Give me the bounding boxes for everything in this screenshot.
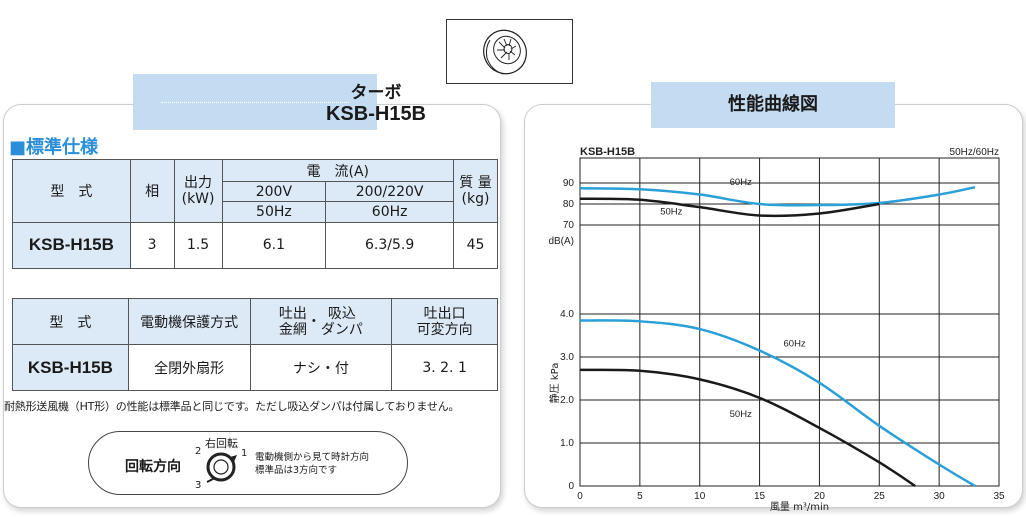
header-phase: 相 [129,159,175,223]
x-tick-label: 20 [814,491,826,502]
ht-note: 耐熱形送風機（HT形）の性能は標準品と同じです。ただし吸込ダンパは付属しておりま… [4,400,460,413]
noise-tick-label: 80 [563,199,575,210]
cell-protection: 全閉外扇形 [127,344,251,391]
x-tick-label: 0 [577,491,583,502]
performance-panel [524,104,1023,508]
pressure-tick-label: 3.0 [560,352,574,363]
noise-series-50hz [579,197,880,218]
noise-tick-label: 70 [563,220,575,231]
header-model-2: 型 式 [12,298,129,345]
cell-direction: 3. 2. 1 [391,344,498,391]
product-model: KSB-H15B [325,103,427,125]
pressure-tick-label: 2.0 [560,395,574,406]
table-row: KSB-H15B 全閉外扇形 ナシ・付 3. 2. 1 [12,344,498,391]
pressure-tick-label: 0 [568,481,574,492]
noise-axis-label: dB(A) [548,236,574,247]
spec-table: 型 式 相 出力 (kW) 電 流(A) 質 量 (kg) 200V 200/220… [12,158,498,270]
header-mass: 質 量 (kg) [453,159,498,223]
rotation-number-1: 1 [241,448,248,459]
pressure-tick-label: 4.0 [560,309,574,320]
header-model: 型 式 [12,159,131,223]
table-row: KSB-H15B 3 1.5 6.1 6.3/5.9 45 [12,221,498,270]
cell-outlet: ナシ・付 [249,344,393,391]
header-hz-50: 50Hz [221,201,327,223]
rotation-box: 回転方向 右回転 1 2 3 電動機側から見て時計方向 標準品は3方向です [88,431,408,495]
cell-model-2: KSB-H15B [12,344,129,391]
series-label-pressure-50hz: 50Hz [730,409,752,420]
tab-divider [161,102,349,103]
clockwise-rotation-icon [206,452,237,483]
section-title: ■標準仕様 [9,137,99,158]
pressure-series-60hz [579,319,976,488]
performance-chart: 0 5 10 15 20 25 30 35 70 80 90 0 1.0 2.0 3.0 4.0 KSB-H15… [548,146,1005,513]
header-direction: 吐出口 可変方向 [391,298,498,345]
performance-title-tab: 性能曲線図 [651,82,895,128]
pressure-tick-label: 1.0 [560,438,574,449]
x-tick-label: 10 [694,491,706,502]
turbo-fan-icon [483,29,527,75]
product-type: ターボ [350,83,402,103]
rotation-number-2: 2 [195,446,202,457]
pressure-axis-label: 静圧 kPa [548,363,561,404]
spec-table-2: 型 式 電動機保護方式 吐出 金網・ 吸込 ダンパ 吐出口 可変方向 KSB-H15B … [12,298,498,391]
header-current: 電 流(A) [221,158,455,183]
header-voltage-60: 200/220V [325,181,455,203]
chart-title: KSB-H15B [580,146,635,158]
cell-phase: 3 [129,221,175,270]
noise-tick-label: 90 [563,178,575,189]
chart-subtitle: 50Hz/60Hz [950,147,999,158]
rotation-title: 右回転 [205,437,238,450]
x-tick-label: 30 [934,491,946,502]
rotation-description: 電動機側から見て時計方向 標準品は3方向です [255,452,370,476]
x-axis-label: 風量 m³/min [770,501,829,513]
cell-model: KSB-H15B [12,221,131,270]
plot-frame [579,157,1000,487]
series-label-noise-60hz: 60Hz [730,177,752,188]
x-tick-label: 35 [993,491,1005,502]
pressure-series-50hz [579,368,916,488]
header-voltage-50: 200V [221,181,327,203]
header-hz-60: 60Hz [325,201,455,223]
cell-current-60: 6.3/5.9 [325,221,455,270]
cell-mass: 45 [453,221,498,270]
series-label-pressure-60hz: 60Hz [784,338,806,349]
x-tick-label: 5 [637,491,643,502]
rotation-label: 回転方向 [125,459,181,475]
series-label-noise-50hz: 50Hz [660,207,682,218]
noise-series-60hz [579,185,976,207]
cell-output: 1.5 [173,221,223,270]
header-outlet: 吐出 金網・ 吸込 ダンパ [249,298,393,345]
product-title-tab: ターボ KSB-H15B [133,74,426,130]
rotation-number-3: 3 [195,480,202,491]
x-tick-label: 15 [754,491,766,502]
x-tick-label: 25 [874,491,886,502]
cell-current-50: 6.1 [221,221,327,270]
header-protection: 電動機保護方式 [127,298,251,345]
product-thumbnail [446,19,573,84]
header-output: 出力 (kW) [173,159,223,223]
